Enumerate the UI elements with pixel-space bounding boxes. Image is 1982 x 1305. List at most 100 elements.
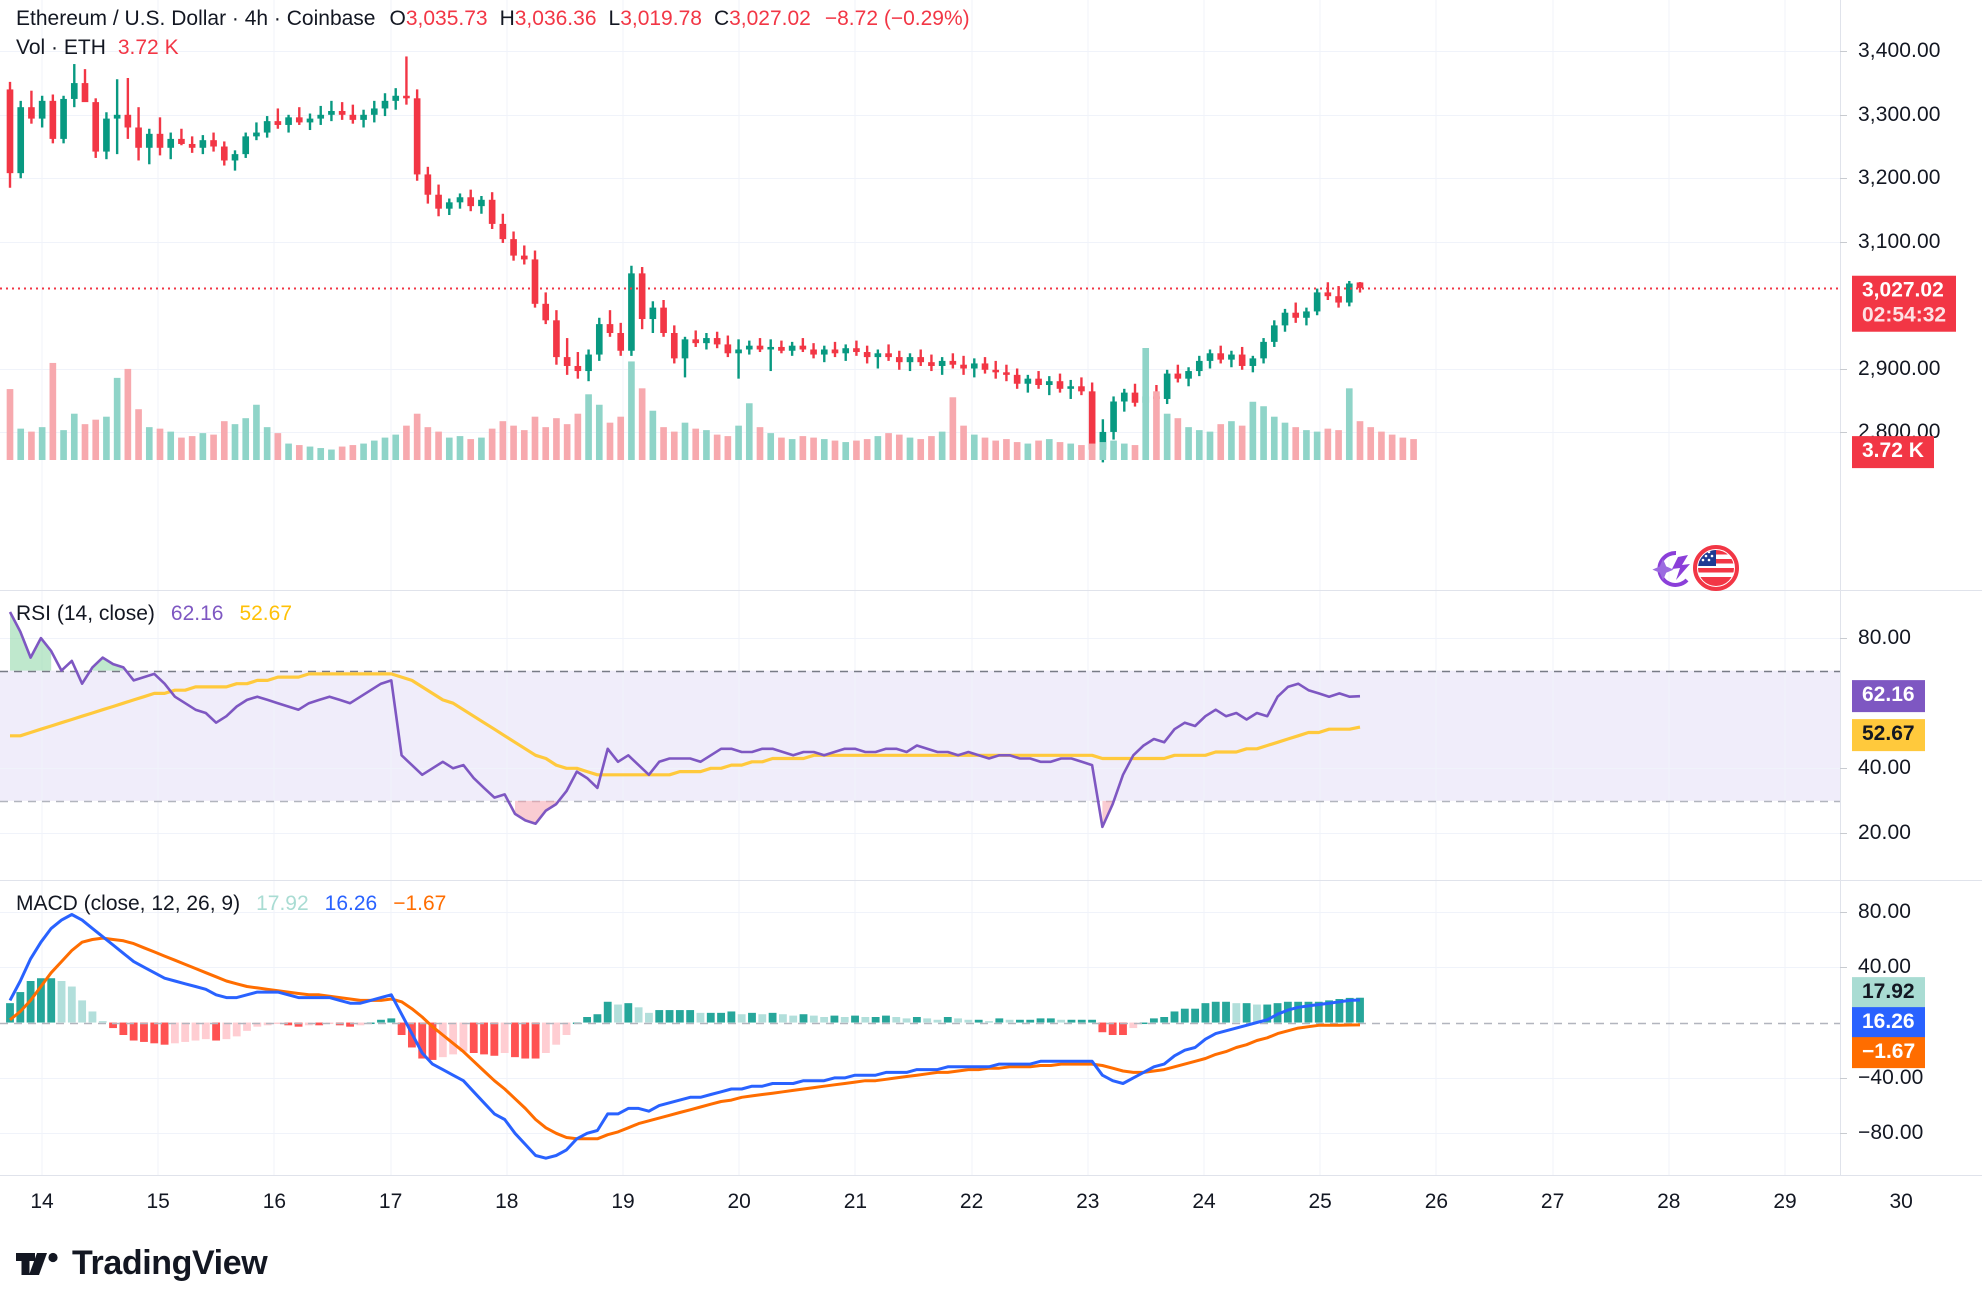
volume-bar (156, 428, 164, 460)
candle-body (456, 197, 464, 203)
macd-hist-value-badge[interactable]: 17.92 (1852, 976, 1925, 1009)
macd-histogram-bar (778, 1014, 787, 1023)
macd-pane[interactable]: 80.00 40.00 −40.00 −80.00 17.92 16.26 −1.67 (0, 881, 1982, 1175)
rsi-plot[interactable] (0, 591, 1840, 880)
candle-body (135, 127, 142, 148)
candle-body (713, 338, 721, 345)
volume-bar (670, 431, 678, 460)
price-axis[interactable]: 3,400.00 3,300.00 3,200.00 3,100.00 2,900.00… (1840, 0, 1982, 590)
macd-histogram-bar (645, 1012, 653, 1023)
volume-bar (1388, 434, 1396, 460)
price-axis-label: 2,900.00 (1858, 356, 1941, 380)
candle-body (1249, 358, 1257, 366)
macd-histogram-bar (243, 1022, 251, 1031)
macd-histogram-bar (387, 1018, 396, 1023)
macd-histogram[interactable] (6, 978, 1364, 1060)
volume-bar (1153, 391, 1160, 460)
macd-signal-value-badge[interactable]: −1.67 (1852, 1036, 1926, 1069)
volume-bar (49, 362, 57, 460)
volume-bar (1142, 348, 1150, 460)
time-axis-label[interactable]: 22 (959, 1190, 984, 1213)
volume-bar (145, 427, 153, 460)
rsi-axis-label: 20.00 (1858, 821, 1912, 845)
volume-bar (263, 427, 271, 460)
rsi-pane[interactable]: 80.00 40.00 20.00 62.16 52.67 (0, 591, 1982, 880)
price-pane[interactable]: 3,400.00 3,300.00 3,200.00 3,100.00 2,900.00… (0, 0, 1982, 593)
volume-bar (853, 440, 860, 460)
price-axis-tick (1840, 51, 1847, 52)
macd-plot[interactable] (0, 881, 1840, 1175)
candle-body (317, 114, 325, 119)
time-axis-label[interactable]: 20 (727, 1190, 751, 1213)
candle-body (295, 117, 303, 123)
volume-bar (231, 424, 239, 460)
ai-sparkle-icon[interactable] (1650, 545, 1702, 593)
macd-histogram-bar (294, 1022, 303, 1027)
volume-bar (1260, 406, 1267, 460)
time-axis-label[interactable]: 29 (1773, 1190, 1797, 1213)
macd-histogram-bar (1304, 1001, 1313, 1023)
volume-bar (456, 436, 464, 460)
time-axis[interactable]: 14 15 16 17 18 19 20 21 22 23 24 25 26 27 28 29 30 (0, 1176, 1982, 1226)
candle-body (895, 357, 903, 363)
time-axis-label[interactable]: 30 (1889, 1190, 1913, 1213)
time-axis-label[interactable]: 15 (146, 1190, 170, 1213)
macd-histogram-bar (995, 1018, 1004, 1023)
candlestick-series[interactable] (6, 56, 1364, 463)
volume-bar (1163, 413, 1171, 460)
macd-histogram-bar (758, 1014, 767, 1023)
volume-bar (467, 439, 475, 460)
time-axis-label[interactable]: 25 (1308, 1190, 1332, 1213)
candle-body (1163, 373, 1171, 399)
candle-body (1078, 386, 1085, 392)
time-axis-label[interactable]: 21 (843, 1190, 868, 1213)
macd-axis[interactable]: 80.00 40.00 −40.00 −80.00 17.92 16.26 −1.67 (1840, 881, 1982, 1175)
time-axis-label[interactable]: 14 (30, 1190, 54, 1213)
rsi-axis[interactable]: 80.00 40.00 20.00 62.16 52.67 (1840, 591, 1982, 880)
macd-line-value-badge[interactable]: 16.26 (1852, 1006, 1925, 1039)
macd-histogram-bar (686, 1010, 695, 1023)
rsi-ma-value-badge[interactable]: 52.67 (1852, 719, 1925, 751)
time-axis-label[interactable]: 23 (1076, 1190, 1100, 1213)
macd-histogram-bar (346, 1022, 354, 1027)
time-axis-label[interactable]: 24 (1192, 1190, 1216, 1213)
us-economic-event-icon[interactable] (1692, 544, 1740, 592)
candle-body (124, 114, 132, 128)
time-axis-label[interactable]: 19 (611, 1190, 635, 1213)
time-axis-label[interactable]: 16 (262, 1190, 287, 1213)
macd-hist-value: 17.92 (256, 892, 309, 915)
bar-countdown: 02:54:32 (1862, 303, 1947, 327)
candle-body (670, 332, 678, 359)
symbol-title: Ethereum / U.S. Dollar · 4h · Coinbase (16, 7, 376, 30)
candle-body (1088, 391, 1096, 450)
rsi-value-badge[interactable]: 62.16 (1852, 680, 1925, 713)
price-candlestick-plot[interactable] (0, 0, 1840, 590)
time-axis-label[interactable]: 17 (378, 1190, 403, 1213)
volume-bar (585, 394, 592, 460)
volume-bar (274, 433, 282, 460)
time-axis-label[interactable]: 27 (1540, 1190, 1565, 1213)
volume-bar (713, 434, 721, 460)
time-axis-label[interactable]: 18 (495, 1190, 519, 1213)
macd-histogram-bar (912, 1017, 921, 1023)
volume-bar (306, 446, 314, 460)
candle-body (360, 114, 367, 120)
volume-bar (1281, 422, 1289, 460)
time-axis-label[interactable]: 28 (1657, 1190, 1681, 1213)
candle-body (938, 360, 946, 366)
macd-axis-tick (1840, 1078, 1847, 1079)
volume-bar (1217, 424, 1225, 460)
last-price-badge[interactable]: 3,027.02 02:54:32 (1852, 275, 1957, 333)
macd-histogram-bar (1356, 997, 1364, 1023)
volume-series[interactable] (6, 348, 1417, 460)
volume-bar (1378, 431, 1385, 460)
macd-histogram-bar (1263, 1004, 1272, 1023)
volume-bar (745, 403, 753, 460)
price-axis-tick (1840, 115, 1847, 116)
time-axis-label[interactable]: 26 (1424, 1190, 1449, 1213)
candle-body (1024, 378, 1032, 384)
macd-histogram-bar (1180, 1008, 1189, 1023)
volume-value-badge[interactable]: 3.72 K (1852, 436, 1934, 468)
macd-histogram-bar (57, 981, 66, 1023)
volume-bar (574, 413, 582, 460)
